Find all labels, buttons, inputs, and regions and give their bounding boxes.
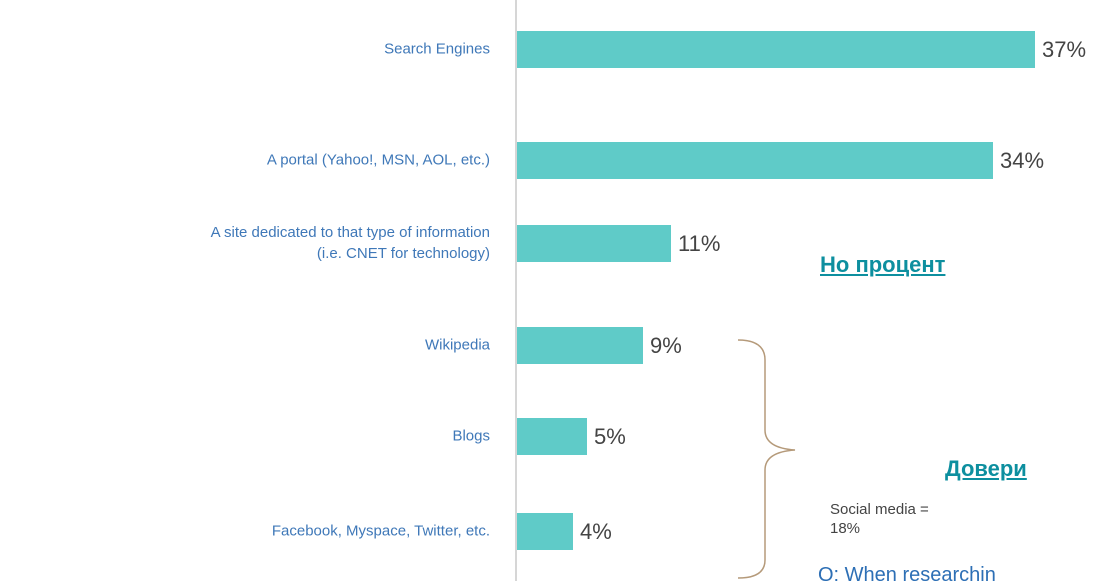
category-label: Blogs	[452, 427, 490, 445]
bar	[517, 31, 1035, 68]
annotation: Довери	[945, 456, 1027, 481]
value-label: 4%	[580, 519, 612, 544]
annotation: Social media = 18%	[830, 501, 929, 537]
brace	[737, 339, 796, 579]
value-label: 37%	[1042, 37, 1086, 62]
category-label: Wikipedia	[424, 336, 490, 354]
bar	[517, 513, 573, 550]
bar	[517, 418, 587, 455]
bar	[517, 142, 993, 179]
category-label: A site dedicated to that type of informa…	[210, 224, 490, 262]
category-label: Search Engines	[384, 40, 490, 58]
value-label: 9%	[650, 333, 682, 358]
value-label: 11%	[678, 231, 720, 256]
annotation: Но процент	[820, 252, 946, 277]
bar	[517, 327, 643, 364]
value-label: 5%	[594, 424, 626, 449]
category-label: Facebook, Myspace, Twitter, etc.	[271, 522, 490, 540]
bar	[517, 225, 671, 262]
value-label: 34%	[1000, 148, 1044, 173]
category-label: A portal (Yahoo!, MSN, AOL, etc.)	[266, 151, 490, 169]
annotation: Q: When researchin	[818, 564, 996, 581]
